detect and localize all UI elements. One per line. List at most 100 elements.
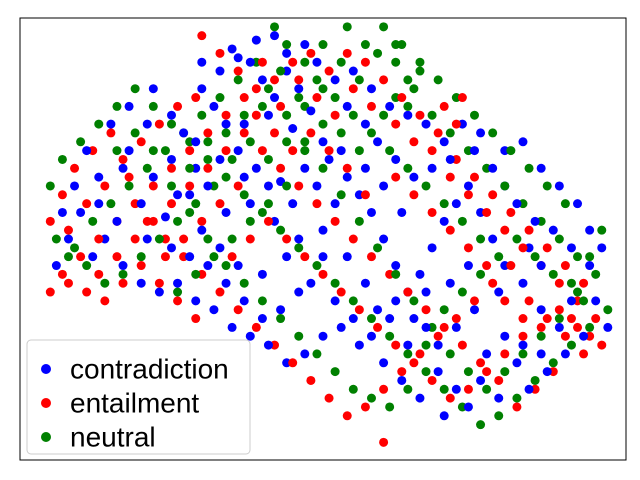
- point-neutral-51: [51, 234, 61, 244]
- point-contradiction-172: [215, 66, 225, 76]
- point-neutral-169: [173, 287, 183, 297]
- point-contradiction-179: [439, 137, 449, 147]
- point-neutral-167: [209, 252, 219, 262]
- point-neutral-82: [597, 225, 607, 235]
- point-contradiction-157: [263, 181, 273, 191]
- point-entailment-97: [457, 340, 467, 350]
- point-contradiction-42: [560, 349, 570, 359]
- point-entailment-136: [482, 367, 492, 377]
- point-entailment-87: [506, 261, 516, 271]
- point-neutral-60: [215, 93, 225, 103]
- point-neutral-66: [318, 163, 328, 173]
- point-contradiction-81: [197, 84, 207, 94]
- point-neutral-47: [94, 119, 104, 129]
- point-entailment-57: [136, 137, 146, 147]
- point-neutral-154: [185, 163, 195, 173]
- point-contradiction-26: [257, 269, 267, 279]
- point-contradiction-61: [330, 199, 340, 209]
- point-entailment-62: [57, 190, 67, 200]
- point-entailment-99: [421, 305, 431, 315]
- point-neutral-103: [191, 199, 201, 209]
- point-contradiction-181: [476, 128, 486, 138]
- point-contradiction-155: [312, 181, 322, 191]
- point-contradiction-161: [167, 110, 176, 120]
- point-neutral-166: [227, 234, 237, 244]
- point-contradiction-83: [221, 119, 231, 129]
- point-contradiction-0: [227, 44, 237, 54]
- point-neutral-104: [173, 216, 183, 226]
- point-contradiction-115: [318, 252, 328, 262]
- point-entailment-38: [288, 57, 298, 67]
- point-entailment-4: [276, 101, 286, 111]
- point-contradiction-145: [500, 331, 510, 341]
- point-contradiction-168: [300, 40, 310, 50]
- point-neutral-43: [167, 119, 176, 129]
- point-neutral-40: [221, 172, 231, 182]
- point-entailment-65: [106, 128, 116, 138]
- point-neutral-134: [530, 252, 540, 262]
- point-contradiction-132: [245, 331, 255, 341]
- point-contradiction-122: [185, 252, 195, 262]
- point-entailment-11: [409, 137, 419, 147]
- point-neutral-141: [421, 181, 431, 191]
- point-contradiction-163: [118, 163, 128, 173]
- point-entailment-37: [306, 48, 316, 58]
- legend-label-neutral: neutral: [70, 421, 156, 452]
- point-contradiction-109: [433, 340, 443, 350]
- point-contradiction-159: [215, 154, 225, 164]
- point-neutral-78: [536, 331, 546, 341]
- point-neutral-168: [191, 269, 201, 279]
- point-contradiction-126: [136, 278, 146, 288]
- point-contradiction-174: [348, 66, 358, 76]
- point-neutral-144: [366, 128, 376, 138]
- point-contradiction-188: [597, 243, 607, 253]
- point-entailment-46: [148, 181, 158, 191]
- legend: contradiction entailment neutral: [26, 339, 251, 455]
- point-entailment-22: [579, 278, 589, 288]
- point-neutral-153: [203, 137, 213, 147]
- point-contradiction-124: [142, 234, 152, 244]
- point-neutral-94: [360, 40, 370, 50]
- point-contradiction-123: [167, 243, 176, 253]
- point-neutral-32: [366, 314, 376, 324]
- point-neutral-3: [318, 40, 328, 50]
- point-contradiction-113: [360, 278, 370, 288]
- point-contradiction-104: [536, 261, 546, 271]
- point-neutral-152: [221, 128, 231, 138]
- point-contradiction-152: [379, 181, 389, 191]
- point-entailment-127: [318, 269, 328, 279]
- point-contradiction-52: [439, 216, 449, 226]
- point-neutral-91: [415, 57, 425, 67]
- data-points: [45, 22, 613, 447]
- point-entailment-86: [488, 278, 498, 288]
- point-contradiction-128: [173, 278, 183, 288]
- point-neutral-84: [542, 181, 552, 191]
- point-entailment-30: [433, 128, 443, 138]
- point-entailment-113: [167, 199, 176, 209]
- point-neutral-49: [57, 154, 67, 164]
- point-contradiction-144: [482, 349, 492, 359]
- point-neutral-36: [294, 243, 304, 253]
- point-contradiction-12: [251, 163, 261, 173]
- point-neutral-48: [76, 137, 86, 147]
- point-entailment-139: [536, 322, 546, 332]
- point-contradiction-177: [403, 110, 413, 120]
- point-contradiction-176: [385, 101, 395, 111]
- point-contradiction-46: [518, 278, 528, 288]
- point-neutral-128: [421, 340, 431, 350]
- point-entailment-156: [518, 314, 528, 324]
- point-entailment-149: [391, 172, 401, 182]
- point-entailment-123: [245, 234, 255, 244]
- point-neutral-159: [354, 146, 364, 156]
- point-entailment-159: [324, 146, 334, 156]
- point-entailment-54: [82, 199, 92, 209]
- point-entailment-137: [500, 349, 510, 359]
- point-neutral-64: [282, 110, 292, 120]
- point-entailment-80: [379, 384, 389, 394]
- point-neutral-34: [330, 278, 340, 288]
- point-entailment-5: [294, 75, 304, 85]
- point-entailment-81: [397, 367, 407, 377]
- point-neutral-138: [476, 234, 486, 244]
- point-contradiction-139: [373, 305, 383, 315]
- point-entailment-17: [518, 243, 528, 253]
